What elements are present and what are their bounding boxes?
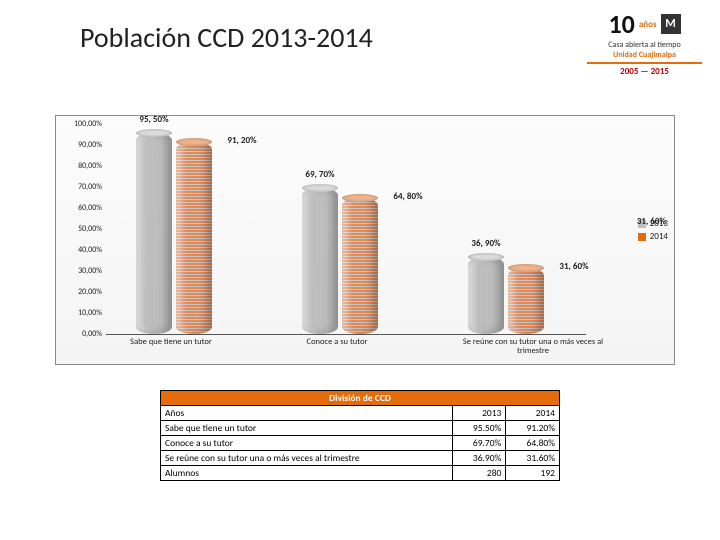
legend-item: 2014: [638, 231, 668, 242]
chart-area: 0,00% 10,00% 20,00% 30,00% 40,00% 50,00% 60,00…: [55, 115, 675, 365]
bar-value-label: 91, 20%: [227, 135, 256, 146]
category-label: Conoce a su tutor: [282, 338, 392, 347]
legend: 2013201431, 60%: [638, 216, 668, 244]
bar-value-label: 36, 90%: [471, 238, 500, 249]
y-tick-label: 30,00%: [78, 266, 102, 276]
table-row: Sabe que tiene un tutor95.50%91.20%: [161, 421, 560, 436]
category-label: Se reúne con su tutor una o más veces al…: [448, 338, 618, 357]
page-title: Población CCD 2013-2014: [80, 20, 373, 55]
y-tick-label: 40,00%: [78, 245, 102, 255]
table-corner: Años: [161, 406, 453, 421]
table-cell: 36.90%: [452, 451, 506, 466]
x-axis-line: [106, 334, 586, 335]
table-row: Se reúne con su tutor una o más veces al…: [161, 451, 560, 466]
bar: [468, 257, 504, 334]
bar: [508, 268, 544, 334]
logo-block: 10 años M Casa abierta al tiempo Unidad …: [587, 8, 702, 77]
logo-anos: años: [639, 19, 657, 30]
y-tick-label: 70,00%: [78, 182, 102, 192]
table-col-header: 2014: [506, 406, 560, 421]
legend-label: 2014: [650, 231, 668, 242]
y-tick-label: 80,00%: [78, 161, 102, 171]
table-row-header: Conoce a su tutor: [161, 436, 453, 451]
table-cell: 280: [452, 466, 506, 481]
overlap-value-label: 31, 60%: [637, 216, 666, 227]
table-cell: 69.70%: [452, 436, 506, 451]
y-axis: 0,00%10,00%20,00%30,00%40,00%50,00%60,00…: [56, 124, 106, 334]
table-row: Conoce a su tutor69.70%64.80%: [161, 436, 560, 451]
table-cell: 91.20%: [506, 421, 560, 436]
y-tick-label: 100,00%: [74, 119, 102, 129]
table-row-header: Alumnos: [161, 466, 453, 481]
bar-value-label: 95, 50%: [139, 114, 168, 125]
logo-years: 2005 — 2015: [587, 66, 702, 77]
table-row-header: Se reúne con su tutor una o más veces al…: [161, 451, 453, 466]
logo-mark: M: [661, 14, 681, 34]
bar: [302, 188, 338, 334]
logo-unit: Unidad Cuajimalpa: [587, 50, 702, 60]
table-cell: 31.60%: [506, 451, 560, 466]
bar: [136, 133, 172, 334]
data-table: División de CCD Años20132014Sabe que tie…: [160, 390, 560, 481]
bar: [342, 198, 378, 334]
logo-subtext: Casa abierta al tiempo: [587, 40, 702, 50]
legend-swatch: [638, 233, 646, 241]
logo-divider: [587, 62, 702, 64]
bar-value-label: 69, 70%: [305, 169, 334, 180]
y-tick-label: 60,00%: [78, 203, 102, 213]
table-cell: 64.80%: [506, 436, 560, 451]
bar: [176, 142, 212, 334]
bar-value-label: 64, 80%: [393, 191, 422, 202]
y-tick-label: 20,00%: [78, 287, 102, 297]
y-tick-label: 90,00%: [78, 140, 102, 150]
logo-ten: 10: [608, 8, 634, 40]
table-cell: 192: [506, 466, 560, 481]
y-tick-label: 0,00%: [82, 329, 102, 339]
category-label: Sabe que tiene un tutor: [116, 338, 226, 347]
plot-area: 95, 50%91, 20%69, 70%64, 80%36, 90%31, 6…: [106, 124, 586, 334]
table-col-header: 2013: [452, 406, 506, 421]
y-tick-label: 50,00%: [78, 224, 102, 234]
table-header: División de CCD: [161, 391, 560, 406]
bar-value-label: 31, 60%: [559, 261, 588, 272]
table-row: Alumnos280192: [161, 466, 560, 481]
table-row-header: Sabe que tiene un tutor: [161, 421, 453, 436]
table-cell: 95.50%: [452, 421, 506, 436]
y-tick-label: 10,00%: [78, 308, 102, 318]
